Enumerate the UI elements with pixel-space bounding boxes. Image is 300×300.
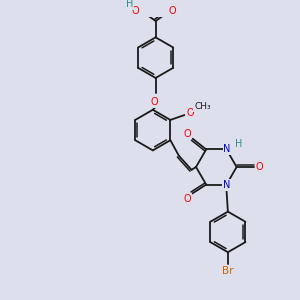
Text: O: O — [184, 129, 191, 139]
Text: O: O — [131, 6, 139, 16]
Text: H: H — [235, 140, 242, 149]
Text: N: N — [223, 180, 230, 190]
Text: O: O — [183, 194, 191, 204]
Text: H: H — [126, 0, 134, 9]
Text: CH₃: CH₃ — [194, 102, 211, 111]
Text: O: O — [150, 97, 158, 107]
Text: O: O — [255, 162, 263, 172]
Text: O: O — [186, 109, 194, 118]
Text: N: N — [224, 144, 231, 154]
Text: Br: Br — [222, 266, 234, 276]
Text: O: O — [169, 6, 176, 16]
